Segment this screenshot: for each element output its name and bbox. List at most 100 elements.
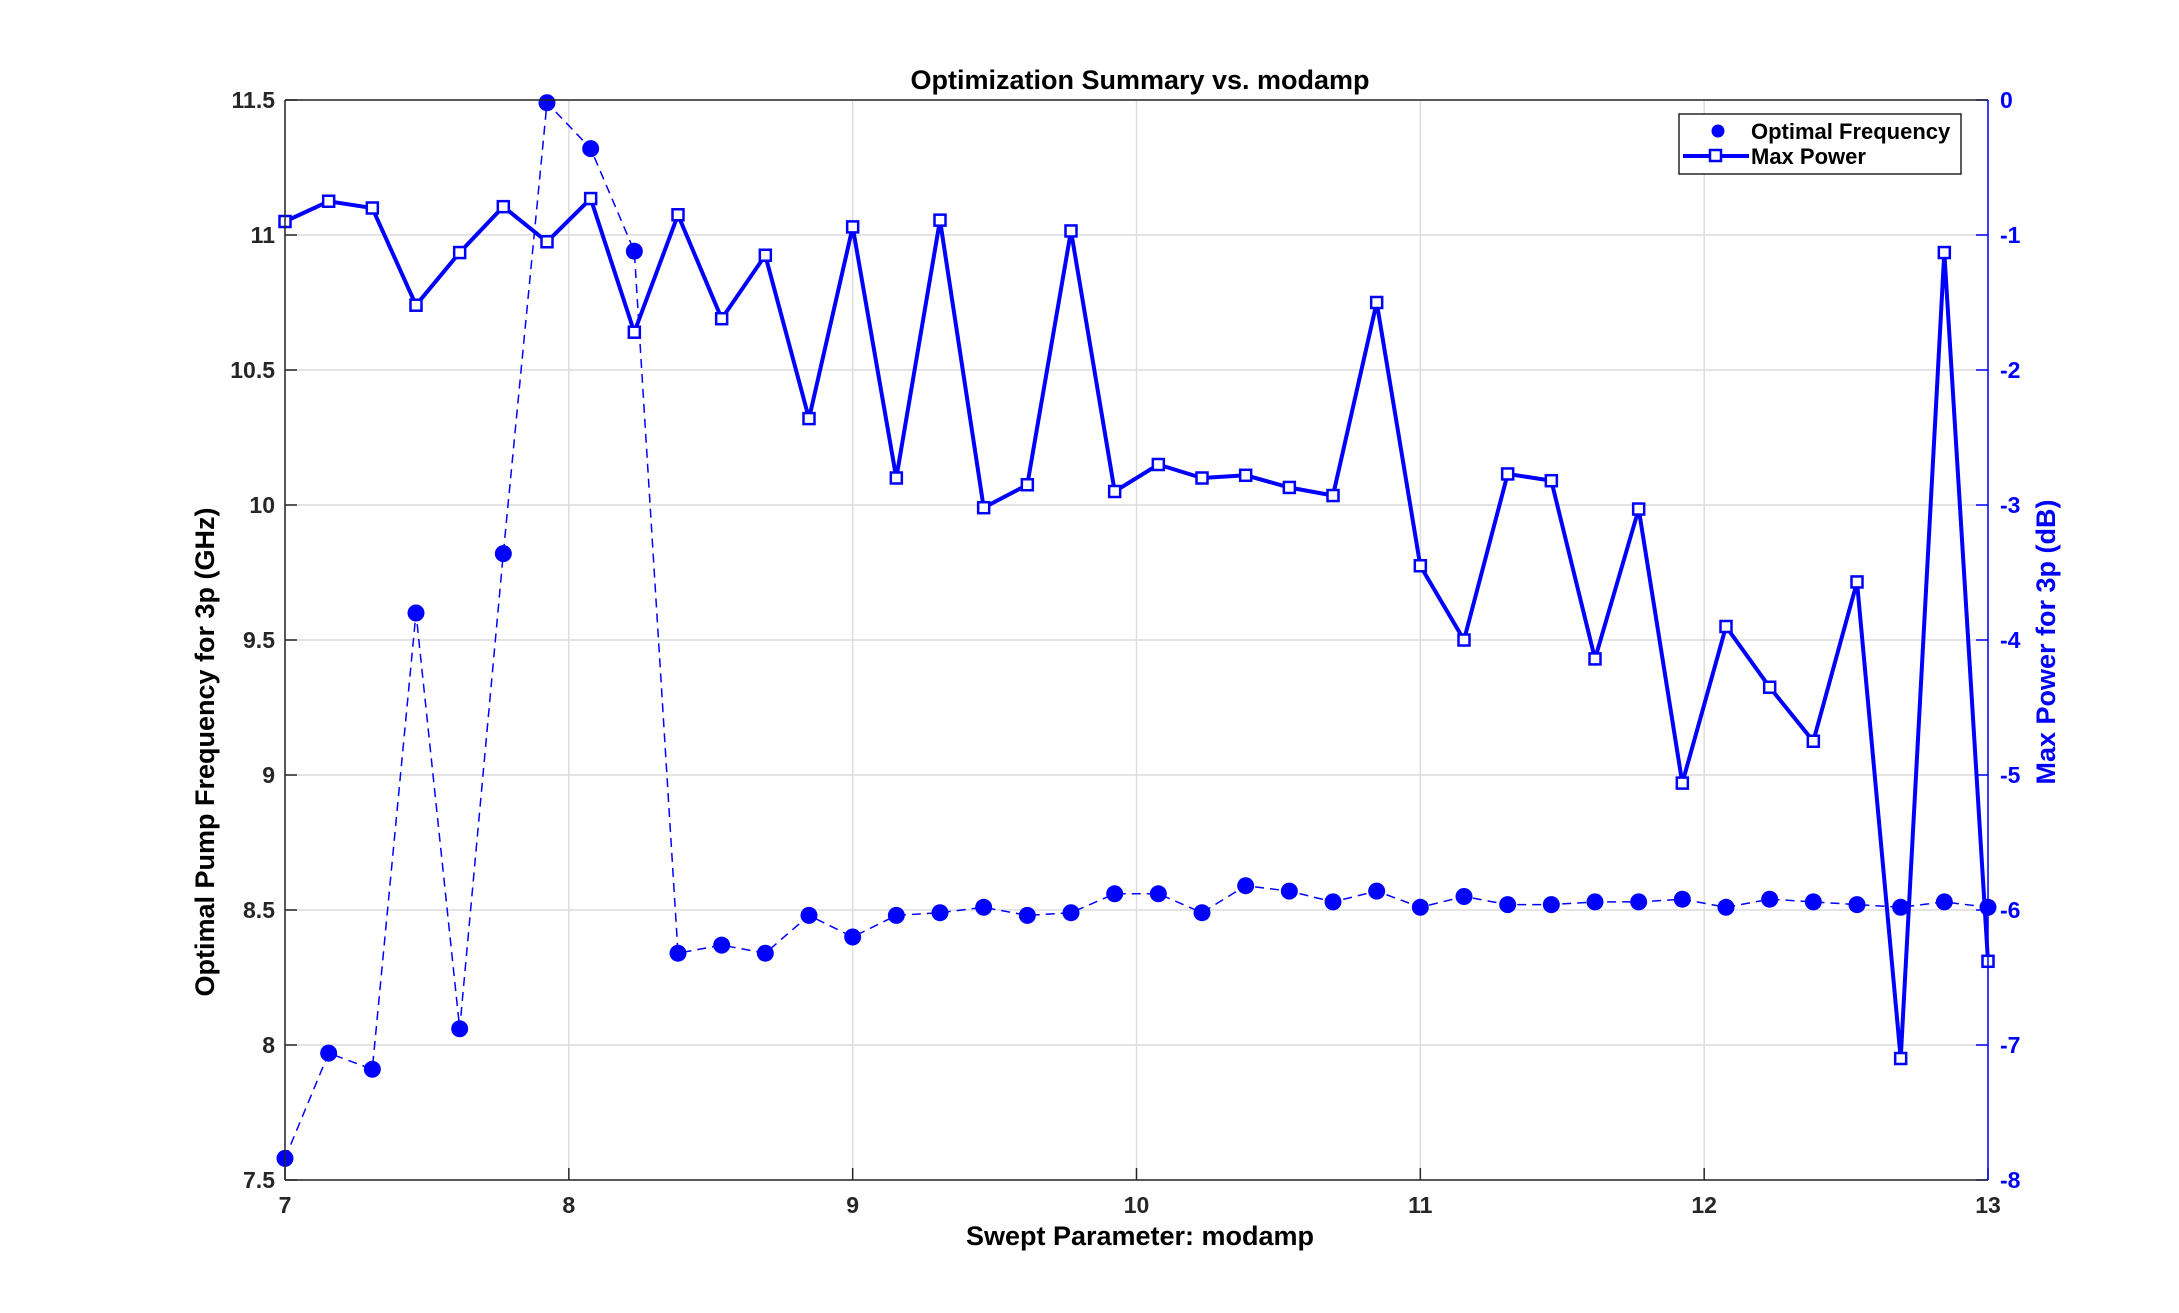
point-optimal-frequency <box>1630 893 1648 911</box>
y-tick-label-right: -7 <box>2000 1032 2020 1058</box>
y-tick-label-left: 11 <box>251 222 276 248</box>
point-optimal-frequency <box>1717 898 1735 916</box>
point-max-power <box>321 194 336 208</box>
line-optimal-frequency <box>284 100 1989 1159</box>
series-max-power <box>278 191 1995 1066</box>
y-tick-label-right: -8 <box>2000 1167 2021 1193</box>
y-axis-label-right: Max Power for 3p (dB) <box>2031 499 2061 784</box>
point-optimal-frequency <box>1149 885 1167 903</box>
y-tick-label-right: -5 <box>2000 762 2021 788</box>
legend-label-optimal-frequency: Optimal Frequency <box>1751 119 1951 144</box>
point-max-power <box>1326 488 1340 503</box>
point-max-power <box>1719 619 1733 634</box>
point-max-power <box>1500 467 1515 481</box>
y-tick-label-right: -6 <box>2000 897 2020 923</box>
point-optimal-frequency <box>1761 890 1779 908</box>
point-max-power <box>365 201 380 215</box>
point-max-power <box>802 411 816 426</box>
point-max-power <box>1675 776 1690 790</box>
point-max-power <box>627 325 642 339</box>
point-optimal-frequency <box>1193 904 1211 922</box>
point-optimal-frequency <box>1848 896 1866 914</box>
y-tick-label-right: 0 <box>2000 87 2013 113</box>
point-max-power <box>1195 471 1209 485</box>
y-tick-label-right: -1 <box>2000 222 2021 248</box>
y-tick-label-right: -4 <box>2000 627 2021 653</box>
point-optimal-frequency <box>451 1020 469 1038</box>
point-max-power <box>671 208 685 222</box>
point-optimal-frequency <box>1368 882 1386 900</box>
x-tick-label: 11 <box>1408 1192 1433 1218</box>
point-optimal-frequency <box>320 1044 338 1062</box>
x-tick-label: 13 <box>1975 1192 2001 1218</box>
point-max-power <box>1806 734 1821 748</box>
series-optimal-frequency <box>276 94 1997 1167</box>
point-max-power <box>1238 468 1253 483</box>
point-max-power <box>409 298 423 312</box>
point-optimal-frequency <box>887 906 905 924</box>
point-optimal-frequency <box>1499 896 1517 914</box>
x-tick-label: 8 <box>562 1192 575 1218</box>
x-axis-label: Swept Parameter: modamp <box>966 1221 1314 1251</box>
point-max-power <box>1369 295 1384 310</box>
point-optimal-frequency <box>713 936 731 954</box>
point-optimal-frequency <box>931 904 949 922</box>
point-max-power <box>583 191 598 206</box>
point-max-power <box>1762 680 1777 694</box>
point-optimal-frequency <box>1106 885 1124 903</box>
point-optimal-frequency <box>1062 904 1080 922</box>
point-max-power <box>1544 473 1559 488</box>
y-tick-label-left: 9.5 <box>243 627 275 653</box>
point-optimal-frequency <box>407 604 425 622</box>
point-max-power <box>889 471 904 485</box>
legend-marker-optimal-frequency <box>1711 124 1725 138</box>
legend-label-max-power: Max Power <box>1751 144 1866 169</box>
point-max-power <box>540 235 554 249</box>
point-optimal-frequency <box>1586 893 1604 911</box>
line-max-power <box>284 194 1990 1059</box>
point-optimal-frequency <box>1018 906 1036 924</box>
point-optimal-frequency <box>494 545 512 563</box>
point-max-power <box>1631 502 1646 516</box>
point-max-power <box>933 213 947 227</box>
point-optimal-frequency <box>844 928 862 946</box>
point-max-power <box>1457 633 1471 647</box>
point-optimal-frequency <box>1411 898 1429 916</box>
y-tick-label-right: -2 <box>2000 357 2020 383</box>
point-max-power <box>452 245 467 260</box>
point-optimal-frequency <box>975 898 993 916</box>
point-optimal-frequency <box>669 944 687 962</box>
y-tick-label-left: 10 <box>249 492 275 518</box>
legend-box <box>1678 113 1962 175</box>
point-optimal-frequency <box>800 906 818 924</box>
point-max-power <box>1850 575 1864 589</box>
point-optimal-frequency <box>363 1060 381 1078</box>
point-optimal-frequency <box>538 94 556 112</box>
point-optimal-frequency <box>1324 893 1342 911</box>
point-optimal-frequency <box>582 140 600 158</box>
chart-title: Optimization Summary vs. modamp <box>910 65 1369 95</box>
x-tick-label: 7 <box>279 1192 292 1218</box>
point-max-power <box>1064 224 1078 238</box>
axes-frame <box>284 99 1989 1181</box>
x-tick-label: 10 <box>1124 1192 1150 1218</box>
point-optimal-frequency <box>1804 893 1822 911</box>
point-optimal-frequency <box>625 242 643 260</box>
point-optimal-frequency <box>1935 893 1953 911</box>
point-max-power <box>1151 457 1166 472</box>
point-optimal-frequency <box>1673 890 1691 908</box>
point-max-power <box>1937 245 1952 260</box>
point-max-power <box>496 199 511 214</box>
point-optimal-frequency <box>756 944 774 962</box>
point-optimal-frequency <box>1455 888 1473 905</box>
tick-labels: 7 8 9 10 11 12 13 7.5 8 8.5 9 9.5 10 10.5 11 11.5 -8 -7 -6… <box>230 87 2020 1218</box>
legend-marker-max-power <box>1708 148 1723 163</box>
point-optimal-frequency <box>1892 898 1910 916</box>
y-tick-label-right: -3 <box>2000 492 2020 518</box>
y-tick-label-left: 8.5 <box>243 897 275 923</box>
point-max-power <box>1413 559 1428 573</box>
point-max-power <box>1107 484 1122 499</box>
y-tick-label-left: 10.5 <box>230 357 275 383</box>
y-axis-label-left: Optimal Pump Frequency for 3p (GHz) <box>190 507 220 996</box>
